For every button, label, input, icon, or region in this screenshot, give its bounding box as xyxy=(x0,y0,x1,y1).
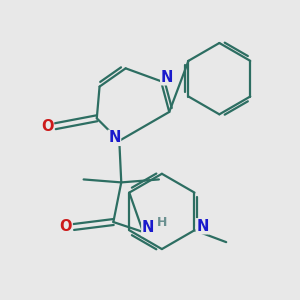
Text: N: N xyxy=(196,219,208,234)
Text: H: H xyxy=(157,215,167,229)
Text: O: O xyxy=(59,220,72,235)
Text: N: N xyxy=(161,70,173,85)
Text: N: N xyxy=(108,130,121,145)
Text: O: O xyxy=(41,119,53,134)
Text: N: N xyxy=(142,220,154,236)
